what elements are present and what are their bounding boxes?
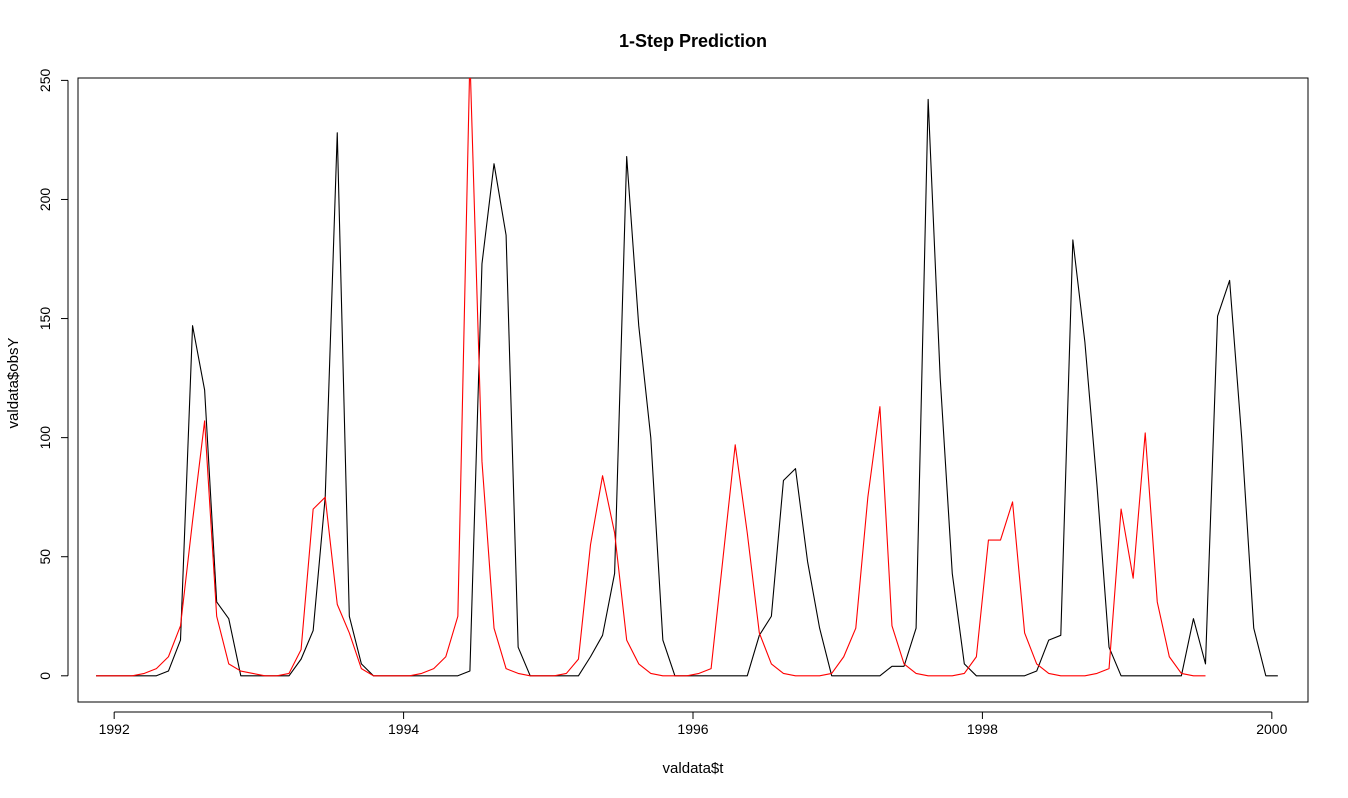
series-line-predicted [96,78,1206,677]
y-axis: 0 50 100 150 200 250 [37,68,69,680]
series-line-observed [96,98,1278,677]
y-tick-label: 250 [37,68,53,92]
plot-frame [77,77,1309,703]
series-group [96,78,1278,677]
chart-title: 1-Step Prediction [619,31,767,51]
x-axis: 1992 1994 1996 1998 2000 [99,711,1288,737]
y-tick-label: 200 [37,188,53,212]
x-tick-label: 1994 [388,721,419,737]
x-tick-label: 1992 [99,721,130,737]
x-tick-label: 1998 [967,721,998,737]
y-tick-label: 150 [37,307,53,331]
x-tick-label: 2000 [1256,721,1287,737]
x-axis-label: valdata$t [663,760,725,777]
x-tick-label: 1996 [677,721,708,737]
y-axis-label: valdata$obsY [5,338,22,429]
y-tick-label: 100 [37,426,53,450]
y-tick-label: 50 [37,549,53,565]
y-tick-label: 0 [37,672,53,680]
